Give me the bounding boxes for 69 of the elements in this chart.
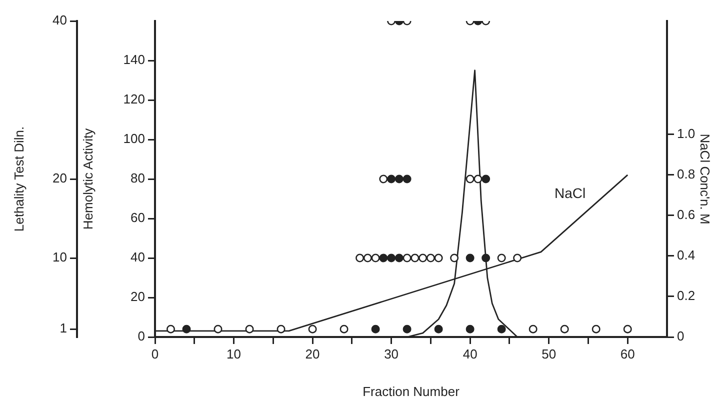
y-tick-label: 100 <box>123 131 145 146</box>
x-axis-title: Fraction Number <box>362 384 460 399</box>
x-tick-label: 0 <box>151 346 159 362</box>
y2-tick-label: 0.4 <box>677 248 696 263</box>
point <box>371 254 380 262</box>
x-tick-label: 10 <box>226 346 242 362</box>
point <box>394 254 404 262</box>
y2-tick-label: 0.2 <box>677 288 696 304</box>
point <box>623 324 632 334</box>
point <box>308 324 317 334</box>
y-tick-label: 20 <box>130 289 145 304</box>
point <box>466 174 474 184</box>
point <box>402 174 412 184</box>
point <box>387 254 396 262</box>
point <box>363 254 372 262</box>
y3-tick-label: 40 <box>52 12 67 28</box>
point <box>482 174 490 184</box>
point <box>394 174 404 184</box>
y3-tick-label: 20 <box>52 170 67 186</box>
point <box>418 254 428 262</box>
point <box>410 254 420 262</box>
point <box>497 254 506 262</box>
point <box>356 254 364 262</box>
point <box>214 324 222 334</box>
x-tick-label: 50 <box>542 346 556 362</box>
point <box>182 324 191 334</box>
x-tick-label: 40 <box>462 346 478 362</box>
point <box>434 324 443 334</box>
point <box>166 324 176 334</box>
x-tick-label: 60 <box>620 346 635 362</box>
point <box>466 254 474 262</box>
point <box>450 254 459 262</box>
y2-tick-label: 0.6 <box>677 207 696 222</box>
series-label: NaCl <box>554 184 586 201</box>
x-tick-label: 20 <box>305 346 320 362</box>
point <box>387 174 396 184</box>
point <box>466 324 474 334</box>
point <box>482 254 490 262</box>
y-tick-label: 60 <box>130 210 145 226</box>
point <box>592 324 600 334</box>
point <box>245 324 254 334</box>
point <box>560 324 569 334</box>
point <box>434 254 443 262</box>
point <box>528 324 538 334</box>
point <box>497 324 506 334</box>
y-tick-label: 80 <box>130 170 145 186</box>
y-axis-title: Hemolytic Activity <box>80 128 96 230</box>
y-tick-label: 120 <box>123 92 145 107</box>
point <box>402 254 412 262</box>
point <box>513 254 522 262</box>
point <box>379 254 388 262</box>
point <box>276 324 286 334</box>
y2-tick-label: 1.0 <box>677 126 696 142</box>
point <box>426 254 435 262</box>
point <box>340 324 348 334</box>
point <box>402 324 412 334</box>
point <box>474 174 482 184</box>
point <box>379 174 388 184</box>
y-tick-label: 40 <box>130 250 145 265</box>
x-tick-label: 30 <box>384 346 399 362</box>
y2-axis-title: NaCl Conc'n. M <box>698 134 713 224</box>
y3-axis-title: Lethality Test Diln. <box>11 126 26 232</box>
y2-tick-label: 0 <box>677 328 684 344</box>
point <box>371 324 380 334</box>
y-tick-label: 140 <box>123 52 145 68</box>
y3-tick-label: 10 <box>52 250 67 265</box>
y3-tick-label: 1 <box>60 320 67 336</box>
y-tick-label: 0 <box>138 328 145 344</box>
y2-tick-label: 0.8 <box>677 166 696 182</box>
